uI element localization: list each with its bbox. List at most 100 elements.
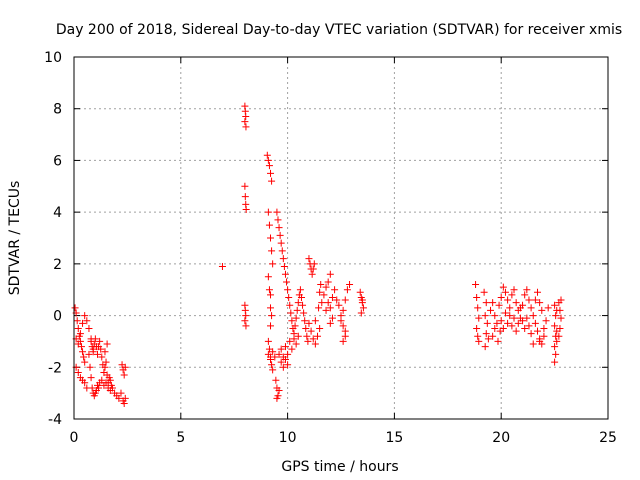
data-point	[311, 340, 319, 348]
data-point	[326, 304, 334, 312]
data-point	[87, 374, 95, 382]
data-point	[506, 304, 514, 312]
x-tick-label: 25	[599, 430, 617, 446]
data-points	[71, 102, 565, 407]
data-point	[523, 286, 531, 294]
data-point	[474, 304, 482, 312]
data-point	[269, 366, 277, 374]
data-point	[88, 384, 96, 392]
data-point	[241, 193, 249, 201]
data-point	[551, 358, 559, 366]
data-point	[555, 332, 563, 340]
data-point	[121, 394, 129, 402]
data-point	[300, 309, 308, 317]
data-point	[286, 337, 294, 345]
data-point	[264, 208, 272, 216]
data-point	[304, 337, 312, 345]
data-point	[101, 363, 109, 371]
data-point	[359, 304, 367, 312]
data-point	[512, 299, 520, 307]
data-point	[296, 286, 304, 294]
data-point	[538, 306, 546, 314]
data-point	[534, 288, 542, 296]
data-point	[529, 312, 537, 320]
data-point	[276, 231, 284, 239]
data-point	[521, 325, 529, 332]
x-tick-label: 15	[385, 430, 403, 446]
data-point	[508, 291, 516, 299]
data-point	[493, 319, 501, 327]
data-point	[297, 293, 305, 301]
data-point	[346, 281, 354, 289]
data-point	[121, 363, 129, 371]
data-point	[481, 312, 489, 320]
data-point	[540, 325, 548, 332]
data-point	[74, 340, 82, 348]
data-point	[79, 348, 87, 356]
data-point	[120, 399, 128, 407]
data-point	[527, 304, 535, 312]
data-point	[264, 337, 272, 345]
data-point	[556, 306, 564, 314]
grid	[74, 57, 608, 419]
data-point	[285, 293, 293, 301]
data-point	[242, 206, 250, 214]
data-point	[71, 304, 79, 312]
data-point	[264, 156, 272, 164]
x-tick-label: 10	[279, 430, 297, 446]
data-point	[287, 309, 295, 317]
data-point	[551, 301, 559, 309]
data-point	[489, 299, 497, 307]
data-point	[514, 319, 522, 327]
data-point	[475, 314, 483, 322]
data-point	[265, 162, 273, 170]
data-point	[531, 319, 539, 327]
data-point	[85, 350, 93, 358]
data-point	[286, 301, 294, 309]
data-point	[337, 317, 345, 325]
data-point	[95, 384, 103, 392]
data-point	[284, 286, 292, 294]
data-point	[274, 216, 282, 224]
data-point	[279, 255, 287, 263]
data-point	[292, 314, 300, 322]
data-point	[278, 247, 286, 255]
x-tick-label: 5	[176, 430, 185, 446]
data-point	[242, 322, 250, 330]
y-axis-label: SDTVAR / TECUs	[7, 181, 23, 296]
data-point	[315, 304, 323, 312]
data-point	[506, 312, 514, 320]
data-point	[241, 182, 249, 190]
data-point	[293, 306, 301, 314]
data-point	[268, 312, 276, 320]
data-point	[264, 273, 272, 281]
data-point	[551, 322, 559, 330]
data-point	[499, 283, 507, 291]
data-point	[106, 376, 114, 384]
data-point	[74, 368, 82, 376]
data-point	[328, 293, 336, 301]
data-point	[267, 291, 275, 299]
data-point	[117, 389, 125, 397]
data-point	[482, 299, 490, 307]
data-point	[482, 330, 490, 338]
data-point	[339, 306, 347, 314]
plot-frame	[73, 56, 609, 420]
data-point	[501, 288, 509, 296]
data-point	[504, 319, 512, 327]
data-point	[357, 309, 365, 317]
data-point	[557, 296, 565, 304]
data-point	[525, 296, 533, 304]
data-point	[281, 356, 289, 364]
data-point	[339, 322, 347, 330]
data-point	[269, 348, 277, 356]
data-point	[269, 260, 277, 268]
data-point	[491, 325, 499, 332]
data-point	[497, 317, 505, 325]
data-point	[283, 278, 291, 286]
data-point	[264, 350, 272, 358]
data-point	[273, 208, 281, 216]
data-point	[303, 332, 311, 340]
data-point	[120, 371, 128, 379]
axis-ticks: 0 5 10 15 20 25 -4 -2 0 2 4 6 8 10	[44, 50, 617, 446]
